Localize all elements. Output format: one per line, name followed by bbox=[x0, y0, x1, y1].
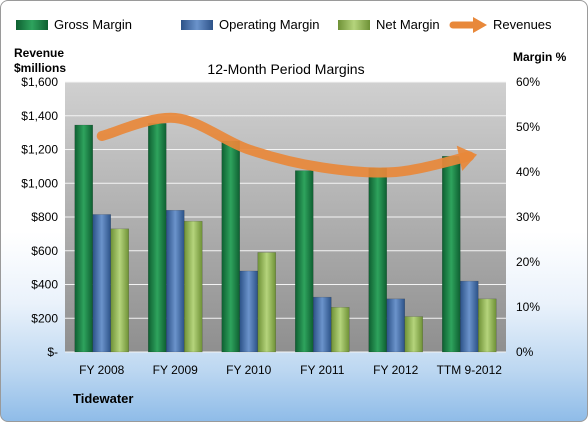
legend-swatch bbox=[181, 20, 213, 30]
bar-net-margin bbox=[110, 228, 129, 353]
right-tick-label: 50% bbox=[516, 120, 540, 134]
revenue-line-path bbox=[96, 112, 475, 178]
bar-gross-margin bbox=[148, 123, 167, 353]
bar-operating-margin bbox=[386, 298, 405, 353]
legend: Gross Margin Operating Margin Net Margin Re… bbox=[16, 17, 552, 33]
legend-label: Gross Margin bbox=[54, 17, 132, 32]
bar-net-margin bbox=[184, 220, 203, 353]
bar-net-margin bbox=[404, 316, 423, 353]
bar-operating-margin bbox=[166, 210, 185, 353]
x-tick-label: FY 2011 bbox=[300, 363, 345, 377]
right-tick-label: 20% bbox=[516, 255, 540, 269]
revenue-line bbox=[96, 112, 478, 178]
left-tick-label: $600 bbox=[31, 244, 58, 258]
x-tick-label: FY 2008 bbox=[79, 363, 124, 377]
bar-operating-margin bbox=[460, 280, 479, 353]
left-tick-label: $400 bbox=[31, 278, 58, 292]
legend-label: Operating Margin bbox=[219, 17, 319, 32]
left-tick-label: $200 bbox=[31, 311, 58, 325]
bar-net-margin bbox=[257, 252, 276, 353]
legend-label: Revenues bbox=[493, 17, 552, 32]
right-tick-label: 30% bbox=[516, 210, 540, 224]
left-tick-label: $800 bbox=[31, 210, 58, 224]
bar-gross-margin bbox=[295, 170, 314, 353]
x-tick-label: FY 2010 bbox=[226, 363, 271, 377]
left-tick-label: $1,600 bbox=[21, 75, 58, 89]
left-tick-label: $1,200 bbox=[21, 143, 58, 157]
bar-gross-margin bbox=[368, 167, 387, 353]
bar-net-margin bbox=[331, 307, 350, 353]
bar-net-margin bbox=[478, 298, 497, 353]
left-tick-label: $1,000 bbox=[21, 176, 58, 190]
legend-swatch-arrowhead bbox=[473, 17, 487, 33]
right-axis-label: Margin % bbox=[513, 50, 567, 64]
right-tick-label: 10% bbox=[516, 300, 540, 314]
legend-swatch bbox=[338, 20, 370, 30]
left-axis-label-line2: $millions bbox=[14, 61, 66, 75]
bar-operating-margin bbox=[92, 214, 111, 353]
legend-swatch bbox=[16, 20, 48, 30]
gridlines bbox=[65, 81, 506, 353]
footer-company: Tidewater bbox=[73, 391, 133, 406]
bar-gross-margin bbox=[442, 156, 461, 353]
bar-gross-margin bbox=[221, 140, 240, 353]
right-tick-label: 0% bbox=[516, 345, 534, 359]
chart-title: 12-Month Period Margins bbox=[207, 61, 364, 77]
bar-operating-margin bbox=[239, 270, 258, 353]
right-tick-label: 40% bbox=[516, 165, 540, 179]
x-tick-label: FY 2009 bbox=[153, 363, 198, 377]
bars bbox=[74, 123, 497, 353]
right-tick-label: 60% bbox=[516, 75, 540, 89]
axes: $- $200 $400 $600 $800 $1,000 $1,200 $1,400 $1,6… bbox=[21, 75, 540, 377]
bar-operating-margin bbox=[313, 296, 332, 353]
left-tick-label: $1,400 bbox=[21, 109, 58, 123]
bar-gross-margin bbox=[74, 124, 93, 353]
left-tick-label: $- bbox=[47, 345, 58, 359]
left-axis-label-line1: Revenue bbox=[14, 46, 64, 60]
legend-label: Net Margin bbox=[376, 17, 440, 32]
x-tick-label: FY 2012 bbox=[373, 363, 418, 377]
x-tick-label: TTM 9-2012 bbox=[437, 363, 503, 377]
revenue-arrowhead bbox=[456, 145, 478, 172]
